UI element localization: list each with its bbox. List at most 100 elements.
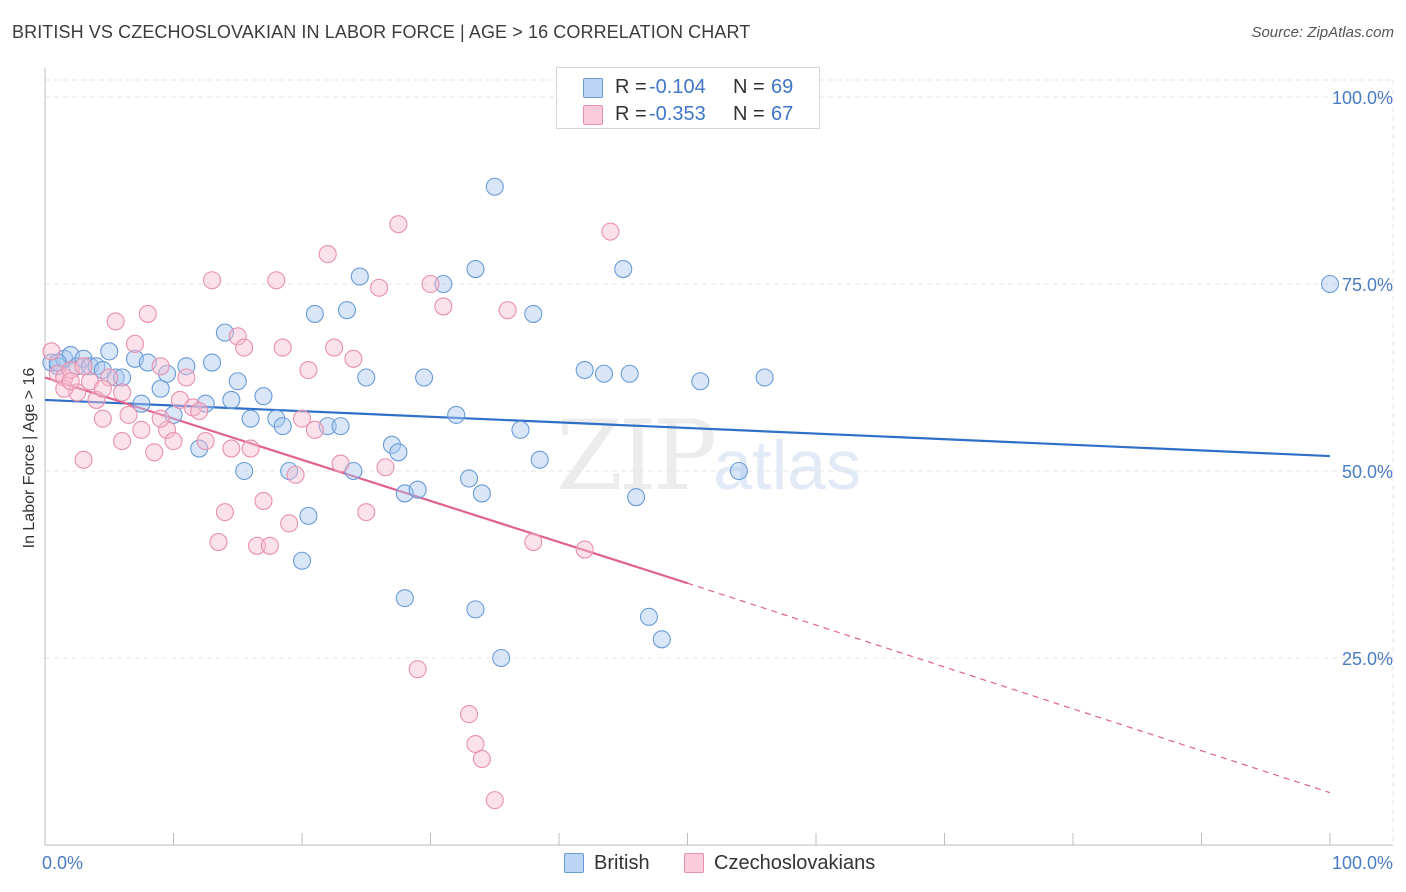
british-point (639, 607, 659, 626)
czech-point (292, 409, 312, 428)
british-point (113, 368, 132, 387)
czech-point (113, 432, 132, 451)
czech-point (601, 222, 620, 241)
british-point (530, 450, 549, 469)
british-point (203, 353, 222, 372)
british-point (151, 379, 170, 398)
czech-point (472, 749, 491, 769)
watermark: ZIPatlas (556, 400, 861, 512)
czech-r-value: -0.353 (649, 103, 706, 125)
british-point (447, 405, 466, 424)
czech-point (74, 450, 93, 469)
axis-labels: 100.0% 75.0% 50.0% 25.0% 0.0% 100.0% In Labor … (21, 88, 1393, 873)
czech-point (305, 420, 324, 439)
czech-point (93, 409, 112, 428)
british-point (350, 267, 369, 286)
czech-point (106, 312, 125, 331)
british-point (511, 420, 530, 439)
british-swatch (583, 78, 603, 98)
british-point (485, 177, 504, 196)
british-point (459, 469, 479, 488)
czech-point (209, 533, 228, 552)
british-point (492, 648, 511, 668)
british-point (1320, 274, 1340, 294)
czech-point (299, 360, 318, 380)
czech-point (260, 536, 279, 555)
british-point (620, 364, 639, 383)
czech-point (434, 297, 453, 316)
czech-point (466, 734, 485, 754)
czech-point (389, 215, 408, 234)
legend-row-czech: R = -0.353 N = 67 (557, 102, 819, 128)
british-point (292, 551, 312, 570)
czech-point (247, 536, 267, 555)
czech-n-value: 67 (771, 103, 794, 125)
watermark-zip: ZIP (556, 400, 717, 512)
czech-point (100, 368, 119, 387)
british-point (594, 364, 614, 383)
british-point (466, 600, 485, 619)
czech-point (164, 432, 183, 451)
british-point (267, 409, 286, 428)
czech-point (485, 791, 504, 810)
czech-n-label: N = (733, 103, 765, 125)
x-tick-label: 0.0% (42, 853, 83, 873)
british-point (408, 480, 427, 499)
british-point (652, 630, 671, 649)
czech-point (74, 357, 93, 376)
czech-point (61, 372, 80, 391)
czech-point (203, 271, 222, 290)
czech-trend-line (44, 376, 688, 585)
czech-point (196, 432, 215, 451)
british-point (190, 439, 209, 458)
y-tick-label: 50.0% (1342, 462, 1393, 482)
czech-point (87, 390, 106, 409)
british-point (228, 372, 247, 391)
czech-point (376, 458, 395, 477)
czech-point (215, 503, 234, 522)
czech-point (241, 439, 260, 458)
british-point (331, 417, 350, 436)
czech-point (408, 660, 427, 679)
chart-title: BRITISH VS CZECHOSLOVAKIAN IN LABOR FORC… (12, 22, 751, 42)
czech-point (325, 338, 344, 357)
axes (44, 68, 1393, 846)
czech-point (459, 705, 479, 724)
british-point (472, 484, 491, 503)
czech-point (119, 405, 138, 424)
czech-point (42, 342, 61, 361)
british-point (382, 435, 402, 454)
british-point (575, 360, 594, 380)
legend-row-british: R = -0.104 N = 69 (557, 75, 819, 101)
czech-legend-swatch (684, 853, 704, 873)
british-point (614, 259, 633, 279)
czech-r-label: R = (615, 103, 647, 125)
watermark-atlas: atlas (713, 426, 862, 504)
data-points (42, 177, 1340, 810)
stats-legend: R = -0.104 N = 69 R = -0.353 N = 67 (556, 67, 820, 129)
british-legend-label: British (594, 852, 650, 874)
british-legend-swatch (564, 853, 584, 873)
british-point (729, 461, 748, 481)
british-point (241, 409, 260, 428)
czech-point (267, 271, 286, 290)
czech-point (228, 327, 247, 346)
czech-point (177, 368, 196, 387)
british-point (627, 488, 646, 507)
czech-point (158, 420, 177, 439)
czech-point (344, 349, 363, 368)
british-point (357, 368, 376, 387)
czech-point (93, 379, 112, 398)
czech-point (145, 443, 164, 462)
british-point (254, 387, 273, 406)
british-point (222, 390, 241, 409)
czech-point (235, 338, 254, 357)
y-axis-title: In Labor Force | Age > 16 (21, 368, 38, 549)
source-label: Source: ZipAtlas.com (1251, 24, 1394, 41)
british-n-label: N = (733, 76, 765, 98)
czech-point (222, 439, 241, 458)
british-point (158, 364, 177, 383)
czech-point (280, 514, 299, 533)
british-point (466, 259, 485, 279)
czech-swatch (583, 105, 603, 125)
